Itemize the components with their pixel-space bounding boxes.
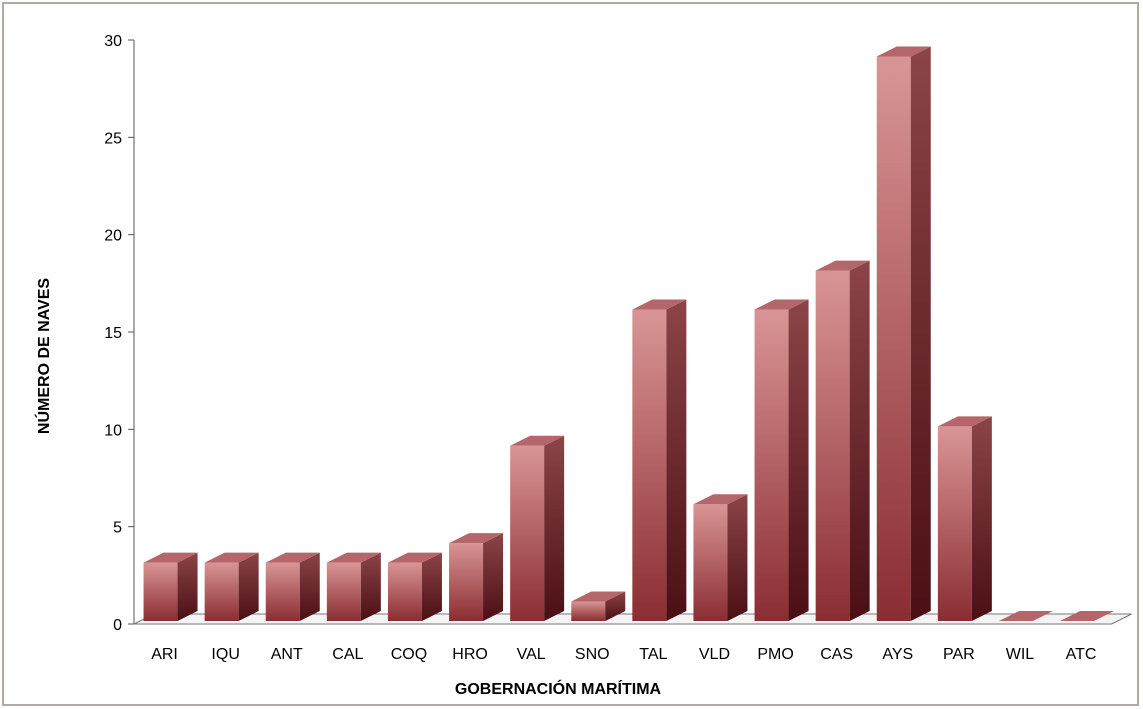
y-tick-label: 0 — [113, 617, 122, 634]
labels: 0 5 10 15 20 25 30 ARI IQU ANT CAL COQ HRO VAL SNO TAL V… — [104, 33, 1096, 663]
bar-front — [265, 562, 300, 621]
x-tick-label: PAR — [943, 646, 975, 663]
bar-top — [143, 552, 198, 563]
bar-hro — [449, 533, 504, 621]
bar-top — [693, 494, 748, 505]
bar-front — [449, 543, 484, 621]
bar-ant — [265, 552, 320, 621]
x-tick-label: VLD — [699, 646, 730, 663]
x-tick-label: HRO — [452, 646, 488, 663]
bar-side — [849, 260, 870, 621]
bar-chart: 0 5 10 15 20 25 30 ARI IQU ANT CAL COQ HRO VAL SNO TAL V… — [34, 33, 1132, 698]
x-tick-label: CAS — [820, 646, 853, 663]
x-tick-label: CAL — [332, 646, 363, 663]
bar-side — [727, 494, 748, 621]
x-tick-label: ANT — [271, 646, 303, 663]
bar-front — [937, 426, 972, 621]
bar-top — [998, 611, 1053, 621]
bar-top — [204, 552, 259, 563]
bar-front — [571, 601, 606, 621]
bar-front — [632, 309, 667, 621]
bar-par — [937, 416, 992, 621]
bar-side — [605, 591, 626, 621]
bar-side — [544, 435, 565, 621]
bar-side — [360, 552, 381, 621]
bar-top — [876, 46, 931, 57]
bar-top — [326, 552, 381, 563]
bar-side — [177, 552, 198, 621]
bar-top — [815, 260, 870, 271]
bars — [143, 46, 1115, 621]
x-tick-label: IQU — [211, 646, 239, 663]
bar-val — [510, 435, 565, 621]
bar-top — [449, 533, 504, 544]
bar-vld — [693, 494, 748, 621]
y-axis-title: NÚMERO DE NAVES — [34, 278, 53, 434]
bar-side — [483, 533, 504, 621]
bar-front — [143, 562, 178, 621]
y-tick-label: 15 — [104, 325, 122, 342]
bar-top — [510, 435, 565, 446]
bar-top — [387, 552, 442, 563]
bar-side — [421, 552, 442, 621]
bar-side — [666, 299, 687, 621]
bar-sno — [571, 591, 626, 621]
bar-front — [204, 562, 239, 621]
bar-top — [937, 416, 992, 427]
y-tick-label: 25 — [104, 130, 122, 147]
bar-top — [265, 552, 320, 563]
bar-front — [693, 504, 728, 621]
bar-iqu — [204, 552, 259, 621]
bar-front — [876, 56, 911, 621]
x-tick-label: ATC — [1066, 646, 1097, 663]
x-tick-label: COQ — [391, 646, 427, 663]
bar-front — [326, 562, 361, 621]
bar-cal — [326, 552, 381, 621]
bar-top — [754, 299, 809, 310]
bar-coq — [387, 552, 442, 621]
x-axis-title: GOBERNACIÓN MARÍTIMA — [455, 679, 662, 698]
bar-ari — [143, 552, 198, 621]
y-tick-label: 30 — [104, 33, 122, 50]
x-tick-label: PMO — [757, 646, 793, 663]
bar-side — [971, 416, 992, 621]
bar-front — [387, 562, 422, 621]
bar-wil — [998, 611, 1053, 621]
bar-atc — [1060, 611, 1115, 621]
x-tick-label: AYS — [882, 646, 913, 663]
bar-side — [788, 299, 809, 621]
bar-side — [299, 552, 320, 621]
bar-pmo — [754, 299, 809, 621]
x-tick-label: VAL — [517, 646, 546, 663]
x-tick-label: WIL — [1006, 646, 1035, 663]
bar-top — [1060, 611, 1115, 621]
bar-tal — [632, 299, 687, 621]
y-tick-label: 20 — [104, 228, 122, 245]
x-tick-label: ARI — [151, 646, 178, 663]
bar-ays — [876, 46, 931, 621]
bar-front — [815, 270, 850, 621]
x-tick-label: TAL — [639, 646, 667, 663]
bar-front — [510, 445, 545, 621]
bar-front — [754, 309, 789, 621]
bar-side — [238, 552, 259, 621]
bar-cas — [815, 260, 870, 621]
x-tick-label: SNO — [575, 646, 610, 663]
y-tick-label: 5 — [113, 520, 122, 537]
bar-top — [632, 299, 687, 310]
bar-side — [910, 46, 931, 621]
bar-top — [571, 591, 626, 602]
y-tick-label: 10 — [104, 422, 122, 439]
